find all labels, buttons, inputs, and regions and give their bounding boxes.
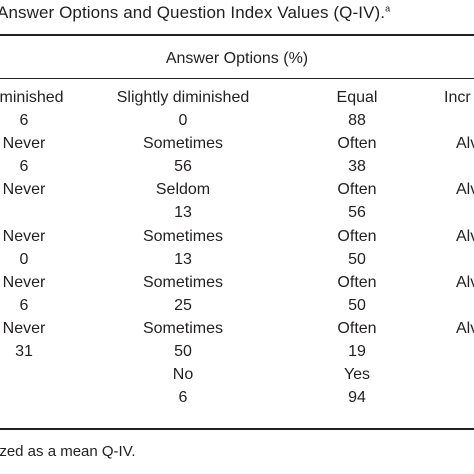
table-cell: Sometimes [142,319,224,337]
table-cell: 25 [174,296,192,314]
table-cell: Alv [456,227,474,245]
table-cell: 0 [178,112,188,129]
table-cell: Often [337,135,377,153]
column-header: Equal [336,89,378,106]
table-cell: Often [337,319,377,337]
table-cell: 13 [174,204,192,222]
table-cell: Sometimes [142,273,224,291]
caption-text: Answer Options and Question Index Values… [0,3,386,22]
table-cell: 50 [174,343,192,360]
answer-options-header: Answer Options (%) [165,50,309,67]
table-cell: No [172,366,194,384]
table-cell: Never [2,135,46,153]
table-cell: Alv [456,273,474,291]
table-cell: Alv [456,319,474,337]
table-cell: Seldom [155,181,211,199]
table-cell: Yes [343,366,371,384]
table-cell: Never [2,319,46,337]
header-group-rule [0,78,474,79]
table-cell: 6 [178,389,188,407]
column-header: Incr [444,89,471,106]
top-rule [0,34,474,36]
bottom-rule [0,428,474,430]
table-cell: 88 [348,112,366,129]
table-cell: Alv [456,135,474,153]
table-cell: 13 [174,250,192,268]
table-cell: Never [2,273,46,291]
column-header: Diminished [0,89,64,106]
table-cell: 94 [348,389,366,407]
table-cell: 6 [19,158,29,176]
table-caption: Answer Options and Question Index Values… [0,3,390,23]
table-cell: Often [337,227,377,245]
table-cell: 19 [348,343,366,360]
table-cell: 6 [19,296,29,314]
caption-footnote-mark: a [385,3,391,14]
table-cell: 56 [174,158,192,176]
table-cell: 38 [348,158,366,176]
table-cell: 6 [19,112,29,129]
table-cell: Never [2,181,46,199]
table-cell: Sometimes [142,135,224,153]
table-cell: 31 [15,343,33,360]
table-cell: Alv [456,181,474,199]
table-cell: 50 [348,250,366,268]
table-cell: Often [337,181,377,199]
table-footnote: ized as a mean Q-IV. [0,443,136,460]
table-cell: 56 [348,204,366,222]
table-cell: 0 [19,250,29,268]
table-cell: Often [337,273,377,291]
table-cell: Sometimes [142,227,224,245]
table-cell: Never [2,227,46,245]
column-header: Slightly diminished [116,89,250,106]
table-cell: 50 [348,296,366,314]
